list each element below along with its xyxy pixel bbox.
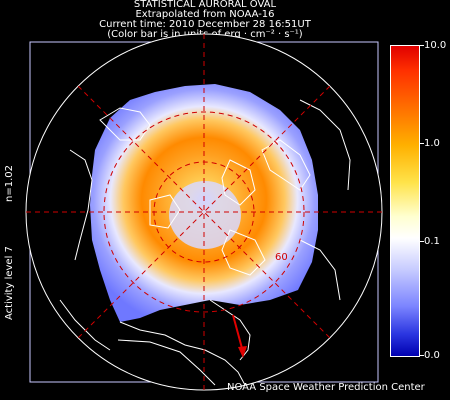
n-factor-label: n=1.02 — [4, 165, 15, 202]
oval-inner-region — [169, 181, 241, 249]
colorbar-tick-mark — [420, 45, 424, 46]
colorbar-tick-label: 10.0 — [424, 40, 447, 51]
colorbar-tick-label: 0.0 — [424, 350, 440, 361]
colorbar-tick-label: 0.1 — [424, 236, 440, 247]
map-title: STATISTICAL AURORAL OVAL — [133, 0, 277, 10]
activity-level-label: Activity level 7 — [4, 246, 15, 320]
colorbar-tick-label: 1.0 — [424, 138, 440, 149]
location-arrow — [232, 314, 247, 358]
map-timestamp: Current time: 2010 December 28 16:51UT — [99, 19, 311, 30]
map-source: Extrapolated from NOAA-16 — [135, 9, 275, 20]
colorbar — [390, 45, 420, 357]
latitude-label: 60 — [275, 252, 288, 263]
coastlines — [59, 99, 351, 386]
credit-label: NOAA Space Weather Prediction Center — [227, 382, 425, 393]
colorbar-tick-mark — [420, 143, 424, 144]
colorbar-tick-mark — [420, 355, 424, 356]
latitude-circle-70 — [103, 111, 305, 313]
colorbar-tick-mark — [420, 241, 424, 242]
